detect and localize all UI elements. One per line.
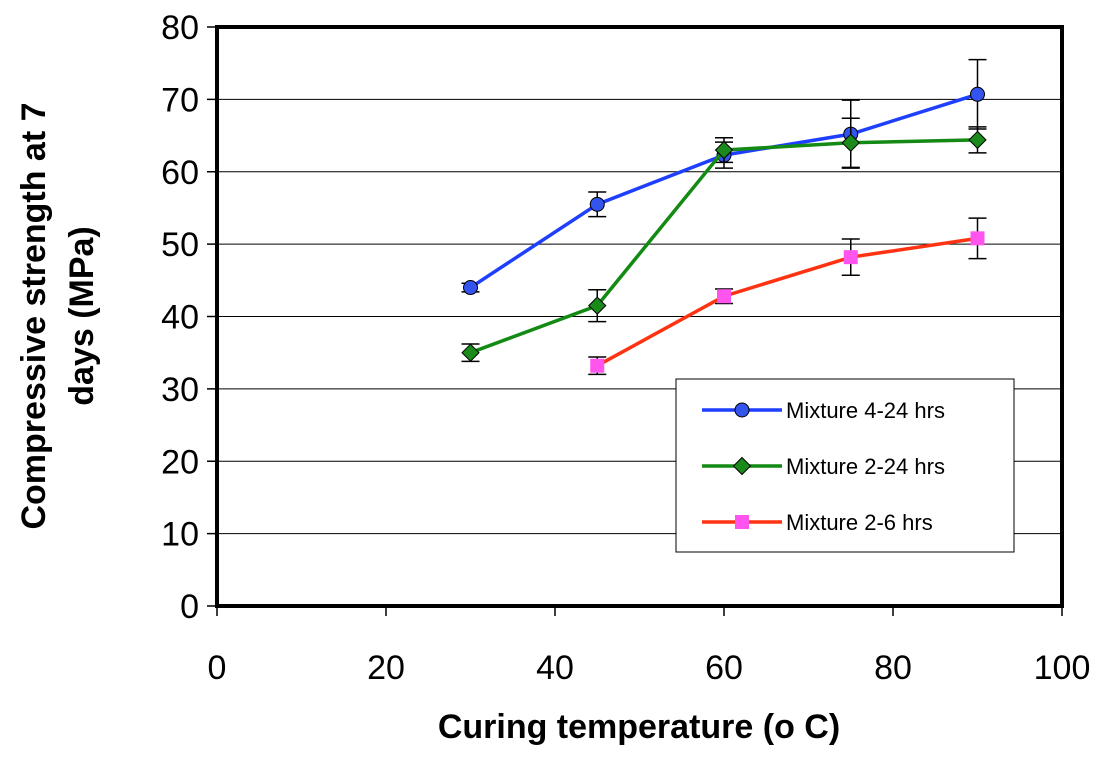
data-point — [461, 343, 480, 362]
data-point — [970, 86, 985, 102]
series-line — [596, 236, 978, 368]
x-tick-label: 40 — [536, 649, 574, 687]
series-2 — [461, 117, 987, 363]
legend-label: Mixture 2-24 hrs — [786, 454, 945, 479]
series-line — [469, 92, 979, 290]
data-point — [463, 280, 478, 296]
data-point — [717, 289, 731, 304]
y-axis-title: Compressive strength at 7 days (MPa) — [15, 102, 101, 529]
grid-layer — [217, 98, 1062, 535]
y-tick-label: 20 — [161, 443, 199, 481]
y-tick-label: 10 — [161, 516, 199, 554]
legend-label: Mixture 4-24 hrs — [786, 398, 945, 423]
y-axis-title-line-1: Compressive strength at 7 — [15, 102, 53, 529]
x-tick-label: 60 — [705, 649, 743, 687]
y-tick-label: 0 — [180, 588, 199, 626]
y-tick-label: 60 — [161, 154, 199, 192]
y-axis-title-line-2: days (MPa) — [63, 226, 101, 406]
x-tick-label: 0 — [208, 649, 227, 687]
data-point — [588, 296, 607, 315]
y-tick-label: 80 — [161, 9, 199, 47]
x-tick-label: 100 — [1034, 649, 1091, 687]
legend-swatch-marker — [734, 402, 750, 418]
y-tick-label: 30 — [161, 371, 199, 409]
data-point — [590, 358, 605, 373]
data-point — [589, 196, 605, 212]
y-tick-label: 50 — [161, 226, 199, 264]
data-point — [841, 133, 860, 153]
data-point — [843, 250, 858, 265]
x-axis-title: Curing temperature (o C) — [438, 708, 840, 746]
y-tick-label: 40 — [161, 299, 199, 337]
data-point — [714, 140, 734, 160]
legend: Mixture 4-24 hrs Mixture 2-24 hrs Mixture … — [675, 378, 1015, 553]
legend-entry: Mixture 2-24 hrs — [702, 454, 945, 479]
legend-entry: Mixture 4-24 hrs — [702, 398, 945, 423]
legend-swatch-marker — [732, 456, 752, 476]
data-point — [968, 130, 987, 150]
data-point — [970, 231, 985, 246]
series-layer — [461, 58, 987, 376]
tick-layer: 0 10 20 30 40 50 60 70 80 0 20 40 60 80 100 — [161, 9, 1090, 687]
legend-entry: Mixture 2-6 hrs — [702, 510, 933, 535]
y-tick-label: 70 — [161, 81, 199, 119]
x-tick-label: 80 — [874, 649, 912, 687]
series-1 — [461, 58, 987, 296]
legend-swatch-marker — [735, 515, 749, 529]
series-3 — [588, 217, 987, 376]
x-tick-label: 20 — [367, 649, 405, 687]
legend-label: Mixture 2-6 hrs — [786, 510, 933, 535]
